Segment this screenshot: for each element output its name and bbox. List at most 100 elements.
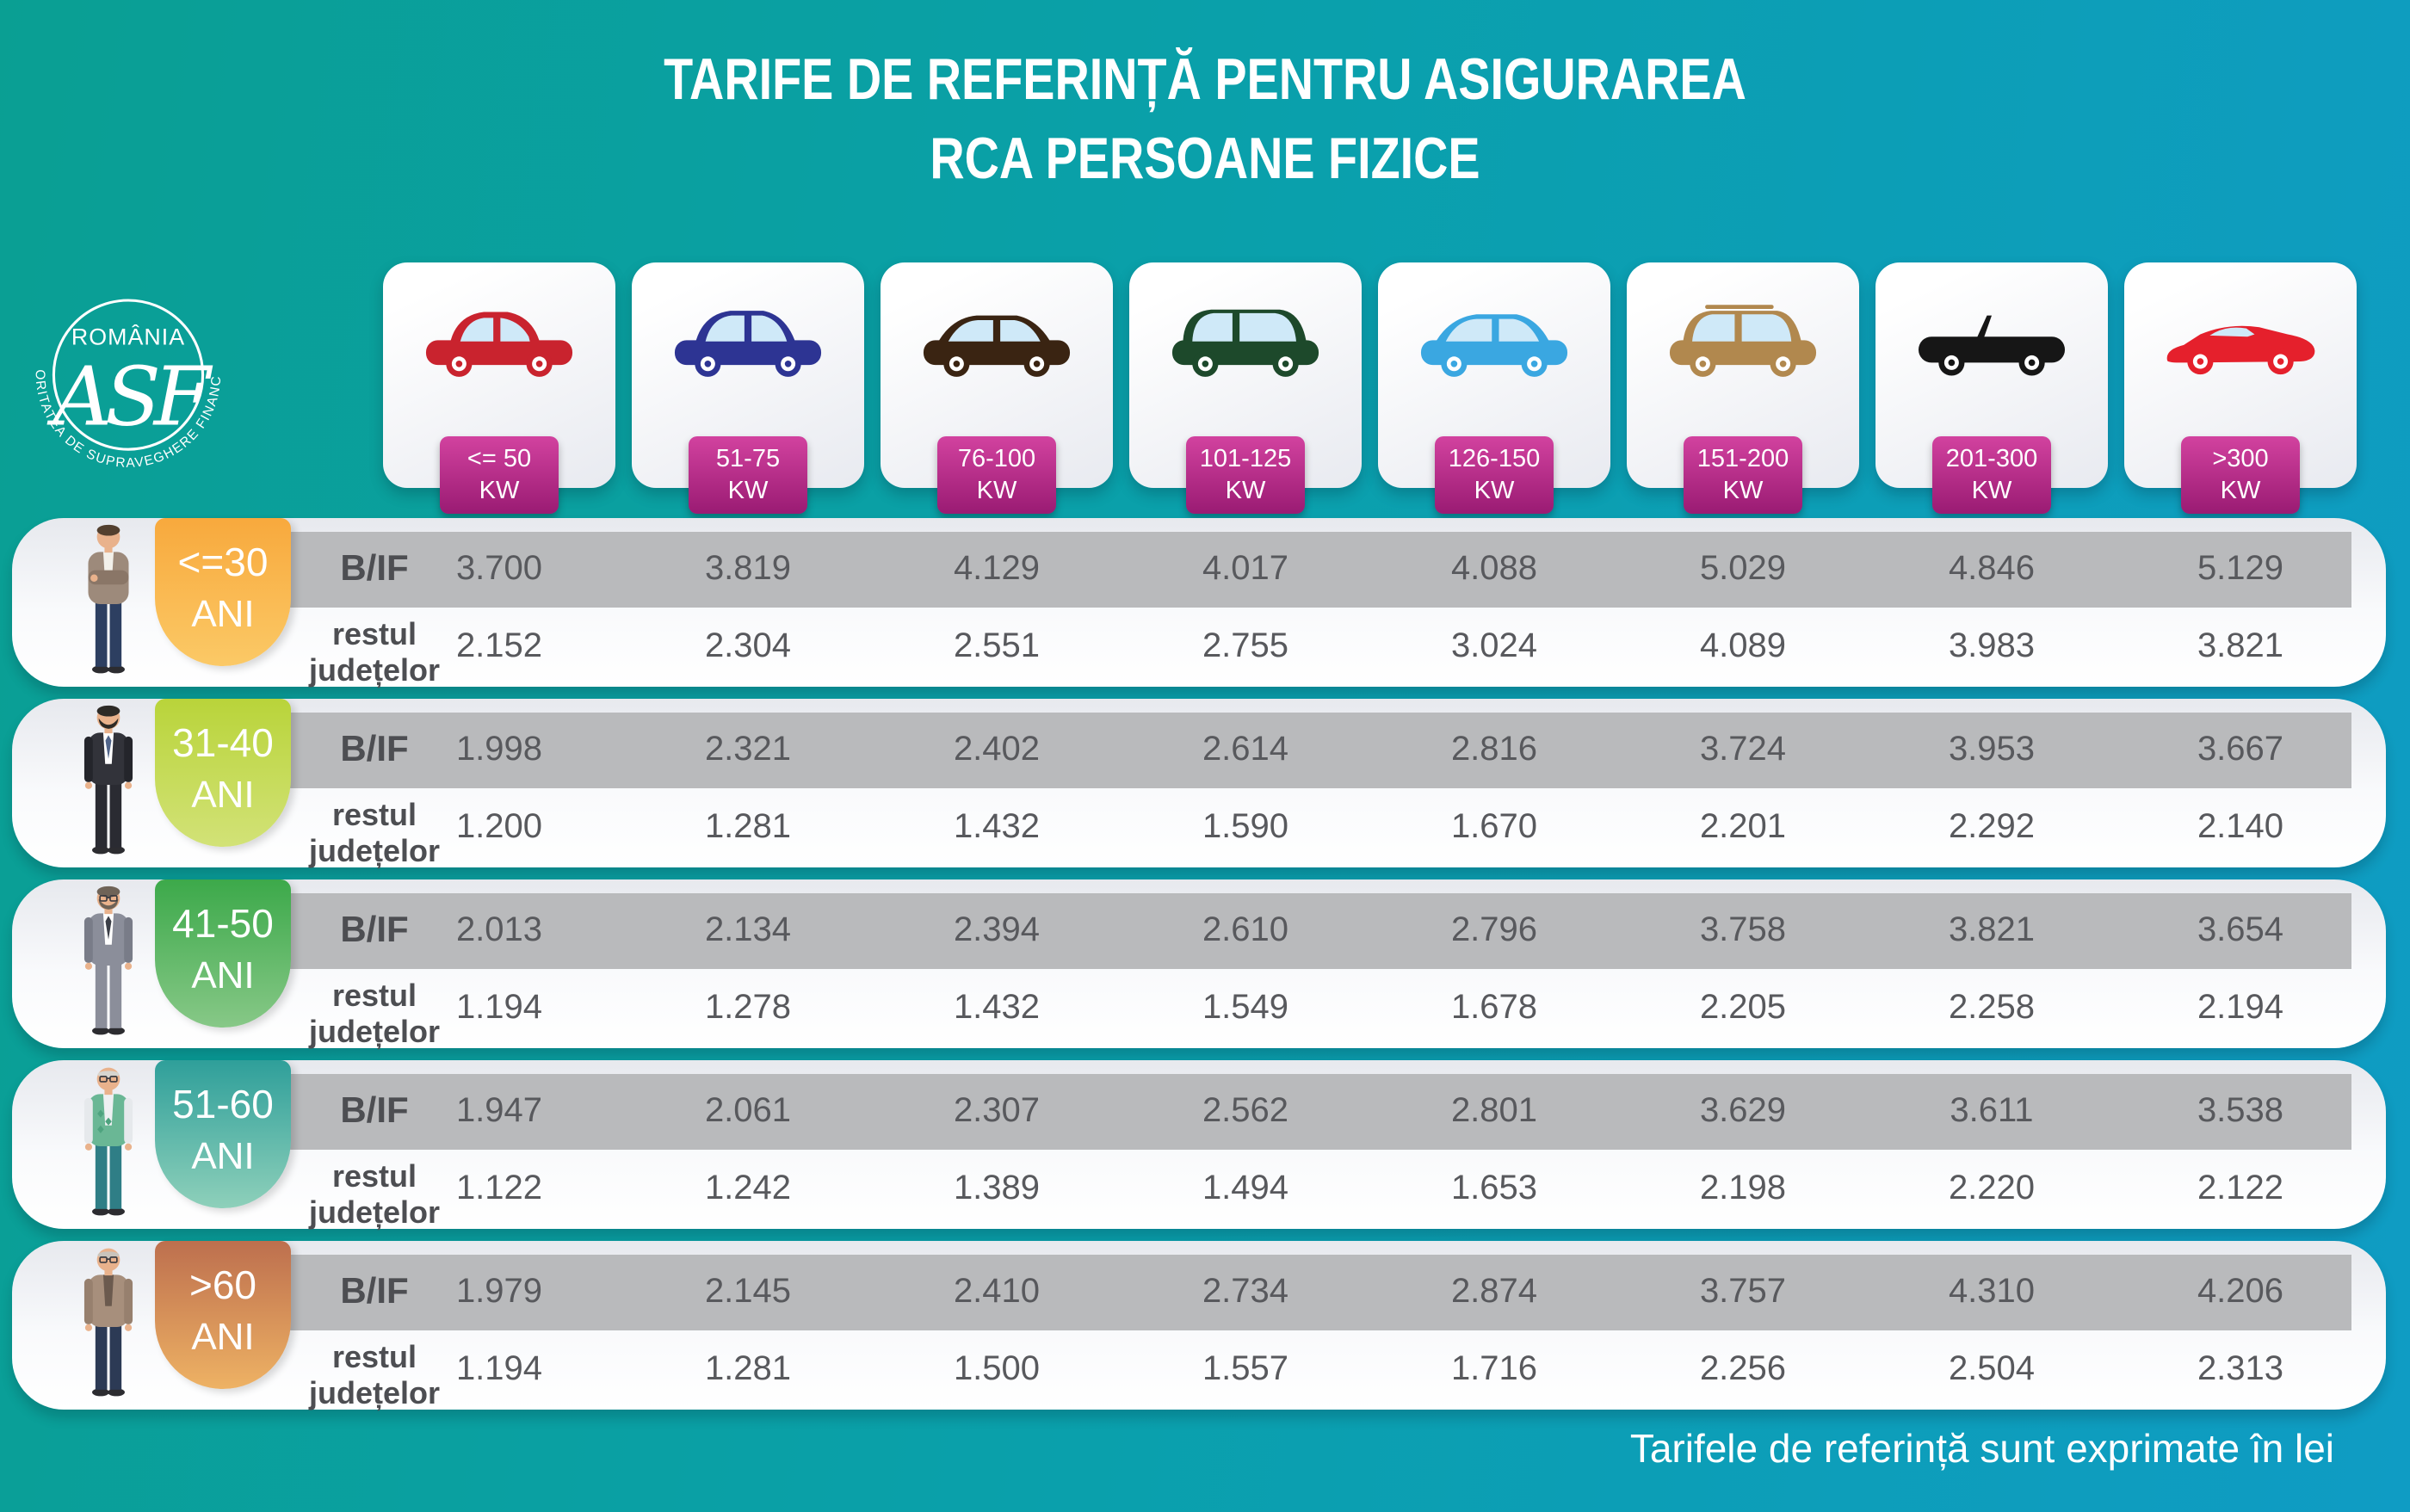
tariff-value-rest: 2.122 bbox=[2197, 1169, 2284, 1207]
tariff-value-bif: 2.801 bbox=[1450, 1091, 1538, 1129]
tariff-value-rest: 2.755 bbox=[1202, 626, 1289, 664]
rest-line1: restul bbox=[331, 616, 417, 651]
region-label-rest: restul județelor bbox=[275, 1339, 473, 1411]
rest-line1: restul bbox=[331, 797, 417, 832]
tariff-value-rest: 2.198 bbox=[1699, 1169, 1787, 1207]
tariff-value-bif: 3.821 bbox=[1948, 910, 2036, 948]
page-title: TARIFE DE REFERINȚĂ PENTRU ASIGURAREA RC… bbox=[0, 40, 2410, 198]
person-illustration-icon bbox=[64, 885, 153, 1043]
tariff-value-rest: 1.432 bbox=[953, 988, 1041, 1026]
suv-car-icon bbox=[1660, 297, 1826, 386]
sports-car-icon bbox=[2158, 297, 2323, 386]
asf-monogram: ASF bbox=[46, 349, 213, 444]
tariff-value-bif: 4.846 bbox=[1948, 549, 2036, 587]
tariff-value-bif: 2.321 bbox=[704, 730, 792, 768]
tariff-value-bif: 3.724 bbox=[1699, 730, 1787, 768]
tariff-value-bif: 3.758 bbox=[1699, 910, 1787, 948]
region-label-bif: B/IF bbox=[340, 728, 409, 768]
kw-unit: KW bbox=[1474, 477, 1515, 504]
kw-range: 51-75 bbox=[715, 445, 781, 472]
tariff-value-rest: 1.432 bbox=[953, 807, 1041, 845]
kw-unit: KW bbox=[479, 477, 520, 504]
tariff-value-bif: 4.206 bbox=[2197, 1272, 2284, 1310]
tariff-value-bif: 2.614 bbox=[1202, 730, 1289, 768]
tariff-value-bif: 3.953 bbox=[1948, 730, 2036, 768]
rest-line2: județelor bbox=[308, 833, 440, 868]
convertible-car-icon bbox=[1909, 297, 2074, 386]
kw-range-badge: <= 50 KW bbox=[440, 436, 559, 514]
power-card-convertible: 201-300 KW bbox=[1875, 262, 2108, 514]
minivan-car-icon bbox=[1163, 297, 1328, 386]
tariff-value-rest: 2.292 bbox=[1948, 807, 2036, 845]
region-label-rest: restul județelor bbox=[275, 616, 473, 688]
region-label-bif: B/IF bbox=[340, 1270, 409, 1311]
tariff-value-bif: 2.734 bbox=[1202, 1272, 1289, 1310]
tariff-value-rest: 2.140 bbox=[2197, 807, 2284, 845]
bif-stripe bbox=[281, 532, 2351, 608]
tariff-value-bif: 3.629 bbox=[1699, 1091, 1787, 1129]
region-label-rest: restul județelor bbox=[275, 797, 473, 869]
tariff-value-rest: 1.590 bbox=[1202, 807, 1289, 845]
tariff-value-rest: 1.281 bbox=[704, 807, 792, 845]
age-unit: ANI bbox=[191, 593, 255, 635]
tariff-value-bif: 2.410 bbox=[953, 1272, 1041, 1310]
logo-country: ROMÂNIA bbox=[71, 324, 185, 350]
tariff-value-rest: 2.313 bbox=[2197, 1349, 2284, 1387]
tariff-value-rest: 1.716 bbox=[1450, 1349, 1538, 1387]
tariff-value-rest: 1.670 bbox=[1450, 807, 1538, 845]
kw-range-badge: 126-150 KW bbox=[1435, 436, 1554, 514]
rest-line2: județelor bbox=[308, 652, 440, 688]
power-card-crossover: 51-75 KW bbox=[632, 262, 864, 514]
tariff-value-bif: 5.129 bbox=[2197, 549, 2284, 587]
kw-unit: KW bbox=[1722, 477, 1764, 504]
tariff-value-bif: 2.610 bbox=[1202, 910, 1289, 948]
tariff-value-bif: 4.017 bbox=[1202, 549, 1289, 587]
kw-range-badge: >300 KW bbox=[2181, 436, 2300, 514]
title-line-2: RCA PERSOANE FIZICE bbox=[930, 126, 1480, 191]
tariff-row-1: 31-40 ANI B/IF restul județelor 1.998 1.200 2.3… bbox=[12, 699, 2386, 869]
tariff-value-bif: 2.307 bbox=[953, 1091, 1041, 1129]
person-illustration-icon bbox=[64, 704, 153, 862]
tariff-value-rest: 1.278 bbox=[704, 988, 792, 1026]
tariff-value-bif: 4.310 bbox=[1948, 1272, 2036, 1310]
region-label-bif: B/IF bbox=[340, 1089, 409, 1130]
bif-stripe bbox=[281, 893, 2351, 969]
rest-line2: județelor bbox=[308, 1014, 440, 1049]
tariff-value-bif: 2.816 bbox=[1450, 730, 1538, 768]
rest-line1: restul bbox=[331, 1339, 417, 1374]
power-card-sports: >300 KW bbox=[2124, 262, 2357, 514]
tariff-value-bif: 2.874 bbox=[1450, 1272, 1538, 1310]
age-range: >60 bbox=[188, 1262, 257, 1307]
asf-logo-icon: ROMÂNIA ASF AUTORITATEA DE SUPRAVEGHERE … bbox=[29, 272, 223, 471]
logo-circle bbox=[52, 299, 205, 451]
age-unit: ANI bbox=[191, 1135, 255, 1177]
city-car-icon bbox=[417, 297, 582, 386]
age-unit: ANI bbox=[191, 954, 255, 997]
tariff-value-rest: 1.194 bbox=[455, 988, 543, 1026]
kw-range-badge: 51-75 KW bbox=[689, 436, 807, 514]
tariff-value-rest: 1.242 bbox=[704, 1169, 792, 1207]
tariff-row-0: <=30 ANI B/IF restul județelor 3.700 2.152 3.81… bbox=[12, 518, 2386, 688]
tariff-value-bif: 3.667 bbox=[2197, 730, 2284, 768]
kw-unit: KW bbox=[2220, 477, 2261, 504]
power-card-sedan: 76-100 KW bbox=[881, 262, 1113, 514]
tariff-value-bif: 2.134 bbox=[704, 910, 792, 948]
tariff-value-rest: 1.678 bbox=[1450, 988, 1538, 1026]
tariff-value-rest: 2.194 bbox=[2197, 988, 2284, 1026]
tariff-value-rest: 1.653 bbox=[1450, 1169, 1538, 1207]
age-badge: 31-40 ANI bbox=[155, 699, 291, 847]
tariff-row-3: 51-60 ANI B/IF restul județelor 1.947 1.122 2.0… bbox=[12, 1060, 2386, 1230]
tariff-row-2: 41-50 ANI B/IF restul județelor 2.013 1.194 2.1… bbox=[12, 879, 2386, 1049]
tariff-value-rest: 1.194 bbox=[455, 1349, 543, 1387]
rest-line1: restul bbox=[331, 1158, 417, 1194]
tariff-value-rest: 1.281 bbox=[704, 1349, 792, 1387]
sedan-car-icon bbox=[914, 297, 1079, 386]
tariff-value-bif: 2.402 bbox=[953, 730, 1041, 768]
tariff-value-rest: 2.256 bbox=[1699, 1349, 1787, 1387]
tariff-value-bif: 2.013 bbox=[455, 910, 543, 948]
tariff-value-rest: 1.389 bbox=[953, 1169, 1041, 1207]
tariff-value-bif: 4.129 bbox=[953, 549, 1041, 587]
tariff-value-rest: 1.200 bbox=[455, 807, 543, 845]
kw-unit: KW bbox=[976, 477, 1017, 504]
